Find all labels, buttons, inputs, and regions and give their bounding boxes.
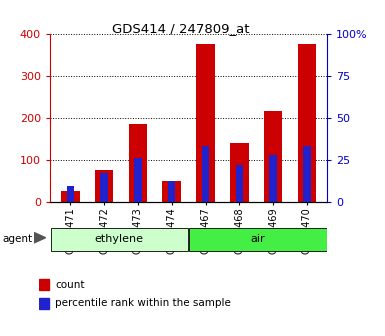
Bar [168, 181, 176, 202]
Bar [100, 173, 108, 202]
Bar [303, 146, 311, 202]
Bar [264, 111, 283, 202]
Bar [196, 44, 215, 202]
Bar [95, 170, 114, 202]
Text: GDS414 / 247809_at: GDS414 / 247809_at [112, 22, 250, 35]
FancyBboxPatch shape [189, 228, 326, 251]
Bar [162, 181, 181, 202]
Text: ethylene: ethylene [95, 235, 144, 244]
Bar [67, 186, 74, 202]
Bar [236, 165, 243, 202]
Text: percentile rank within the sample: percentile rank within the sample [55, 298, 231, 308]
Bar [298, 44, 316, 202]
Bar [129, 124, 147, 202]
Bar [230, 143, 249, 202]
Text: agent: agent [2, 234, 32, 244]
Bar [38, 298, 49, 309]
Bar [202, 146, 209, 202]
Bar [38, 279, 49, 290]
Text: count: count [55, 280, 85, 290]
FancyBboxPatch shape [51, 228, 188, 251]
Bar [134, 158, 142, 202]
Bar [61, 191, 80, 202]
Bar [270, 155, 277, 202]
Text: air: air [251, 235, 265, 244]
Polygon shape [34, 233, 45, 243]
